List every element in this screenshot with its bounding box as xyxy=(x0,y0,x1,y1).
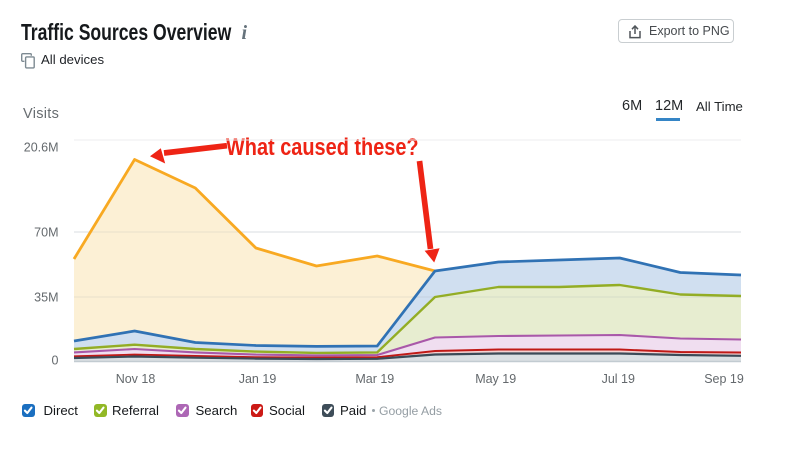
svg-text:20.6M: 20.6M xyxy=(24,141,59,155)
svg-text:Nov 18: Nov 18 xyxy=(116,372,156,386)
svg-text:Mar 19: Mar 19 xyxy=(355,372,394,386)
svg-text:Jan 19: Jan 19 xyxy=(239,372,277,386)
svg-text:70M: 70M xyxy=(34,226,58,240)
svg-text:Jul 19: Jul 19 xyxy=(602,372,635,386)
svg-text:May 19: May 19 xyxy=(475,372,516,386)
svg-text:Sep 19: Sep 19 xyxy=(704,372,744,386)
svg-text:0: 0 xyxy=(52,354,59,368)
svg-text:35M: 35M xyxy=(34,291,58,305)
